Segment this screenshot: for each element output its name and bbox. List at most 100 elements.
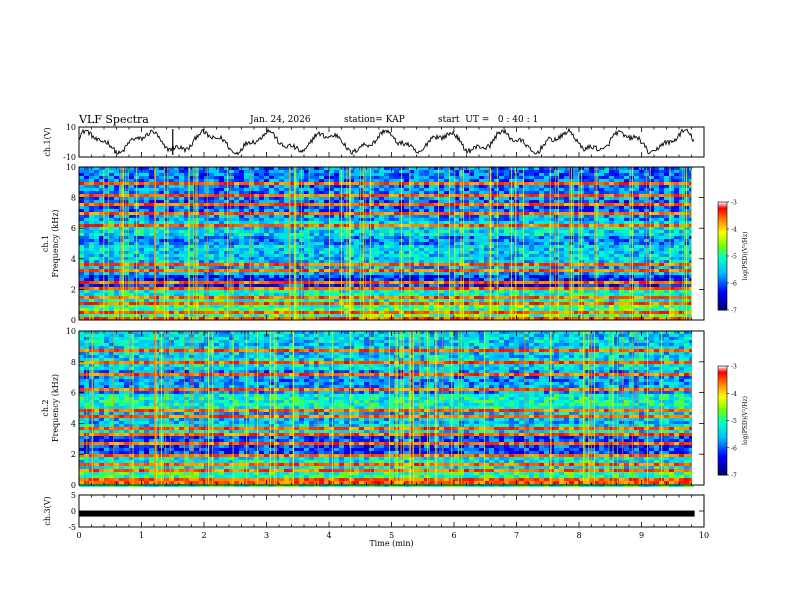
- spectrogram-cell: [194, 266, 199, 269]
- spectrogram-cell: [259, 194, 264, 197]
- spectrogram-cell: [174, 194, 179, 197]
- spectrogram-cell: [369, 284, 374, 287]
- spectrogram-cell: [584, 254, 589, 257]
- spectrogram-cell: [169, 194, 174, 197]
- spectrogram-cell: [289, 221, 294, 224]
- spectrogram-cell: [174, 275, 179, 278]
- spectrogram-cell: [549, 170, 554, 173]
- spectrogram-cell: [409, 182, 414, 185]
- spectrogram-cell: [544, 239, 549, 242]
- spectrogram-cell: [674, 209, 679, 212]
- spectrogram-cell: [199, 266, 204, 269]
- spectrogram-cell: [149, 266, 154, 269]
- spectrogram-cell: [309, 272, 314, 275]
- spectrogram-cell: [609, 251, 614, 254]
- spectrogram-cell: [589, 245, 594, 248]
- spectrogram-cell: [474, 266, 479, 269]
- spectrogram-cell: [129, 170, 134, 173]
- spectrogram-cell: [369, 236, 374, 239]
- spectrogram-cell: [239, 254, 244, 257]
- spectrogram-cell: [429, 185, 434, 188]
- spectrogram-cell: [589, 209, 594, 212]
- spectrogram-cell: [174, 218, 179, 221]
- spectrogram-cell: [189, 206, 194, 209]
- spectrogram-cell: [249, 275, 254, 278]
- spectrogram-cell: [389, 275, 394, 278]
- spectrogram-cell: [549, 191, 554, 194]
- spectrogram-cell: [249, 224, 254, 227]
- spectrogram-cell: [79, 236, 84, 239]
- spectrogram-cell: [454, 218, 459, 221]
- spectrogram-cell: [549, 254, 554, 257]
- spectrogram-cell: [364, 263, 369, 266]
- spectrogram-cell: [274, 233, 279, 236]
- spectrogram-cell: [269, 218, 274, 221]
- spectrogram-cell: [464, 182, 469, 185]
- spectrogram-cell: [159, 272, 164, 275]
- spectrogram-cell: [234, 254, 239, 257]
- spectrogram-cell: [419, 281, 424, 284]
- spectrogram-cell: [124, 275, 129, 278]
- spectrogram-cell: [589, 269, 594, 272]
- spectrogram-cell: [349, 236, 354, 239]
- spectrogram-cell: [164, 212, 169, 215]
- spectrogram-cell: [604, 245, 609, 248]
- spectrogram-cell: [534, 224, 539, 227]
- spectrogram-cell: [499, 269, 504, 272]
- spectrogram-cell: [534, 254, 539, 257]
- spectrogram-cell: [129, 248, 134, 251]
- spectrogram-cell: [494, 221, 499, 224]
- spectrogram-cell: [449, 248, 454, 251]
- spectrogram-cell: [449, 230, 454, 233]
- spectrogram-cell: [179, 167, 184, 170]
- spectrogram-cell: [99, 251, 104, 254]
- spectrogram-cell: [669, 203, 674, 206]
- spectrogram-cell: [659, 263, 664, 266]
- spectrogram-cell: [334, 239, 339, 242]
- spectrogram-cell: [234, 230, 239, 233]
- spectrogram-cell: [464, 272, 469, 275]
- spectrogram-cell: [639, 197, 644, 200]
- spectrogram-cell: [189, 215, 194, 218]
- spectrogram-cell: [429, 167, 434, 170]
- spectrogram-cell: [374, 212, 379, 215]
- spectrogram-cell: [634, 248, 639, 251]
- spectrogram-cell: [594, 206, 599, 209]
- spectrogram-cell: [649, 239, 654, 242]
- spectrogram-cell: [274, 266, 279, 269]
- spectrogram-cell: [84, 278, 89, 281]
- spectrogram-cell: [194, 230, 199, 233]
- spectrogram-cell: [174, 173, 179, 176]
- spectrogram-cell: [179, 287, 184, 290]
- spectrogram-cell: [484, 245, 489, 248]
- spectrogram-cell: [374, 197, 379, 200]
- spectrogram-cell: [324, 212, 329, 215]
- spectrogram-cell: [554, 176, 559, 179]
- spectrogram-cell: [214, 239, 219, 242]
- spectrogram-cell: [249, 185, 254, 188]
- spectrogram-cell: [174, 182, 179, 185]
- spectrogram-cell: [604, 242, 609, 245]
- spectrogram-cell: [369, 269, 374, 272]
- spectrogram-cell: [599, 209, 604, 212]
- spectrogram-cell: [449, 212, 454, 215]
- spectrogram-cell: [374, 239, 379, 242]
- spectrogram-cell: [584, 173, 589, 176]
- spectrogram-cell: [119, 224, 124, 227]
- spectrogram-cell: [634, 257, 639, 260]
- spectrogram-cell: [424, 284, 429, 287]
- spectrogram-cell: [394, 212, 399, 215]
- spectrogram-cell: [469, 263, 474, 266]
- spectrogram-cell: [204, 257, 209, 260]
- spectrogram-cell: [329, 182, 334, 185]
- spectrogram-cell: [359, 212, 364, 215]
- spectrogram-cell: [214, 254, 219, 257]
- spectrogram-cell: [619, 257, 624, 260]
- spectrogram-cell: [664, 272, 669, 275]
- spectrogram-cell: [289, 209, 294, 212]
- spectrogram-cell: [374, 278, 379, 281]
- spectrogram-cell: [209, 200, 214, 203]
- spectrogram-cell: [674, 215, 679, 218]
- spectrogram-cell: [599, 170, 604, 173]
- spectrogram-cell: [294, 278, 299, 281]
